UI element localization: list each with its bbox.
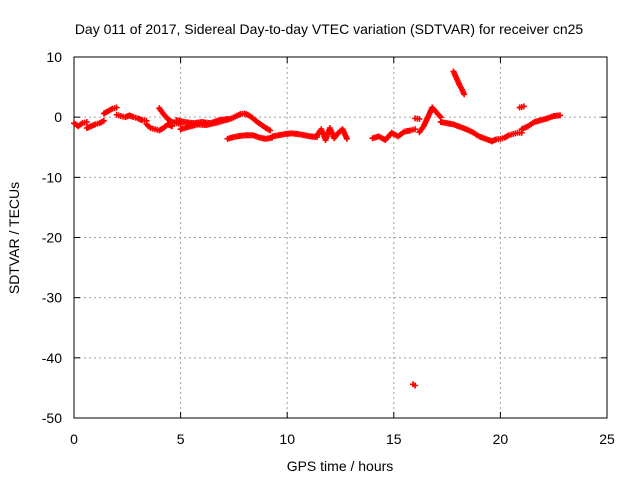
y-tick-label: -30	[42, 290, 62, 306]
data-point	[113, 104, 120, 111]
x-tick-label: 10	[279, 431, 295, 447]
x-tick-label: 25	[599, 431, 615, 447]
data-point	[412, 126, 419, 133]
y-tick-label: -40	[42, 350, 62, 366]
y-tick-label: -50	[42, 410, 62, 426]
data-point	[557, 112, 564, 119]
y-tick-label: -20	[42, 230, 62, 246]
axis-ticks: 0 5 10 15 20 25 10 0 -10 -20 -30 -40 -50	[42, 49, 615, 447]
data-point	[343, 135, 350, 142]
x-axis-label: GPS time / hours	[287, 458, 394, 474]
data-point	[100, 117, 107, 124]
y-tick-label: 0	[54, 109, 62, 125]
data-point	[412, 382, 419, 389]
data-point	[461, 91, 468, 98]
x-tick-label: 5	[177, 431, 185, 447]
chart-title: Day 011 of 2017, Sidereal Day-to-day VTE…	[75, 21, 584, 37]
y-axis-label: SDTVAR / TECUs	[6, 182, 22, 294]
x-tick-label: 15	[386, 431, 402, 447]
grid	[74, 57, 607, 418]
y-tick-label: -10	[42, 169, 62, 185]
data-point	[520, 103, 527, 110]
x-tick-label: 20	[493, 431, 509, 447]
x-tick-label: 0	[70, 431, 78, 447]
y-tick-label: 10	[46, 49, 62, 65]
data-point	[267, 127, 274, 134]
data-points	[71, 68, 564, 389]
data-point	[83, 118, 90, 125]
data-point	[416, 115, 423, 122]
